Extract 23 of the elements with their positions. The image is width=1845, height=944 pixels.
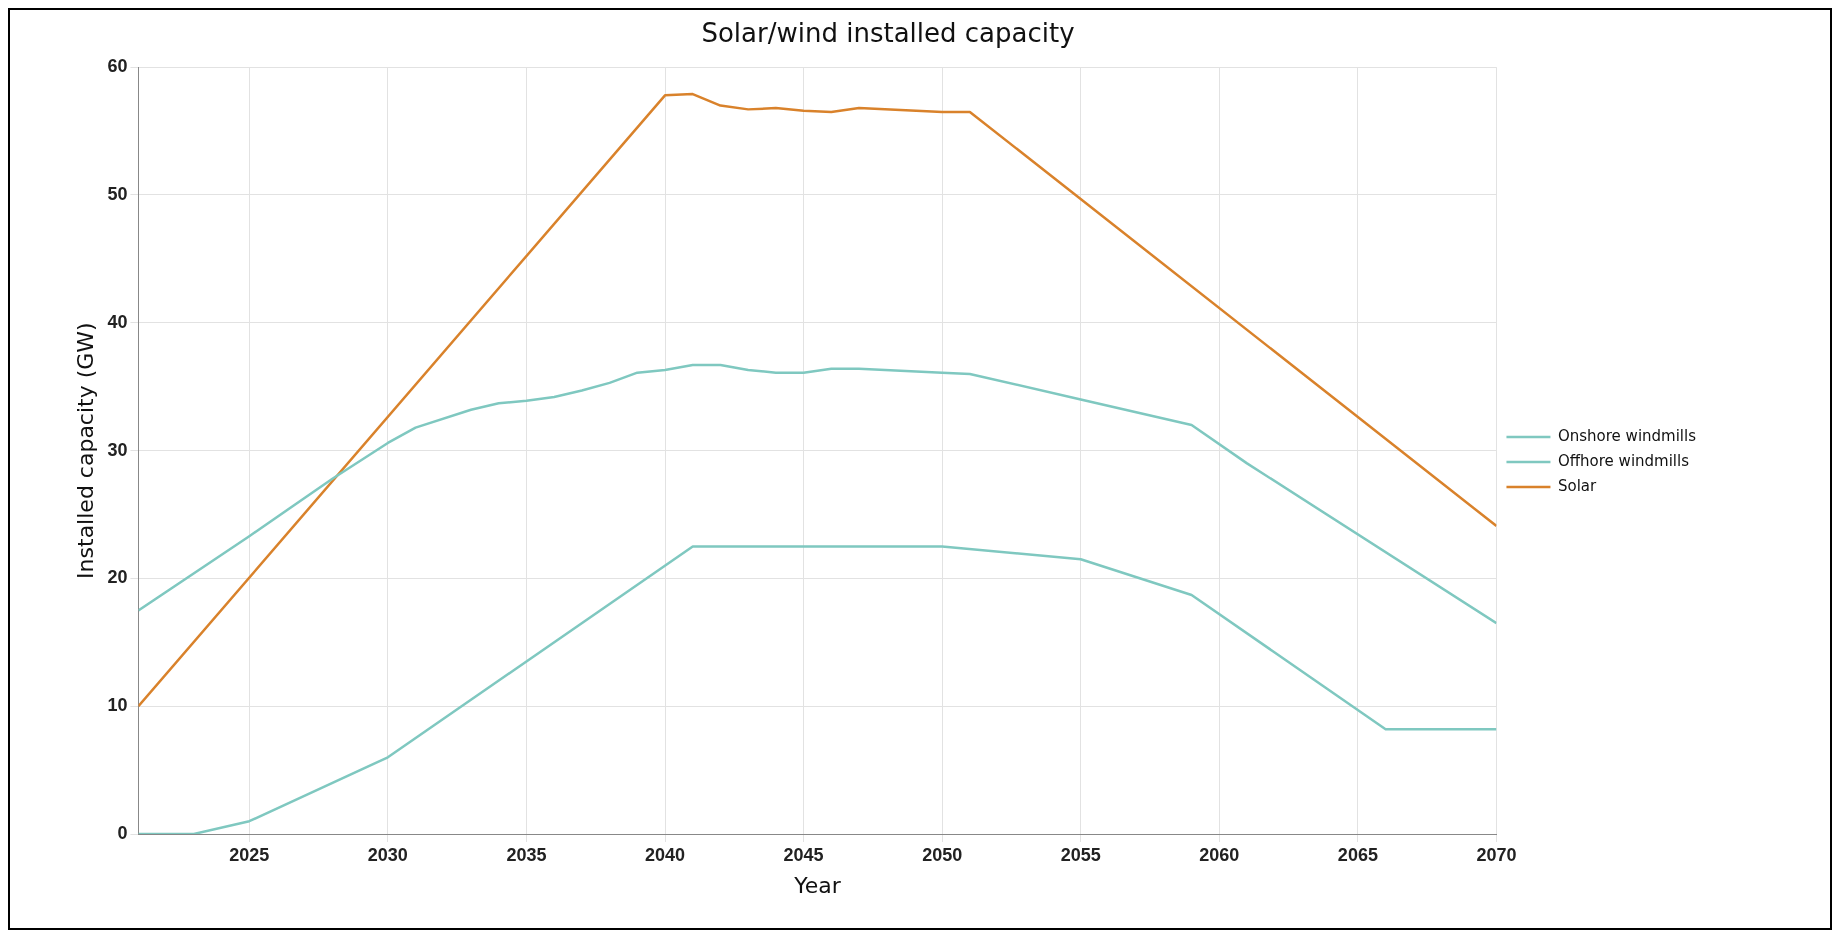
x-tick-label: 2060 <box>1199 844 1240 865</box>
chart-title: Solar/wind installed capacity <box>701 18 1075 49</box>
y-tick-label: 20 <box>107 567 128 588</box>
x-tick-label: 2040 <box>644 844 686 865</box>
x-tick-label: 2035 <box>506 844 547 865</box>
legend-label: Solar <box>1557 476 1598 495</box>
y-axis-title: Installed capacity (GW) <box>72 322 98 579</box>
legend-label: Onshore windmills <box>1557 426 1697 445</box>
y-tick-label: 30 <box>107 439 128 460</box>
x-tick-label: 2055 <box>1060 844 1101 865</box>
x-tick-label: 2050 <box>922 844 963 865</box>
x-tick-label: 2065 <box>1337 844 1378 865</box>
y-tick-label: 50 <box>107 183 128 204</box>
y-tick-label: 10 <box>107 695 128 716</box>
y-tick-label: 0 <box>117 822 128 843</box>
x-tick-label: 2030 <box>367 844 408 865</box>
x-axis-title: Year <box>793 872 842 898</box>
legend-label: Offhore windmills <box>1557 451 1690 470</box>
x-tick-label: 2070 <box>1476 844 1517 865</box>
y-tick-label: 40 <box>107 311 128 332</box>
x-tick-label: 2045 <box>783 844 824 865</box>
y-tick-label: 60 <box>107 56 128 77</box>
x-tick-label: 2025 <box>229 844 270 865</box>
